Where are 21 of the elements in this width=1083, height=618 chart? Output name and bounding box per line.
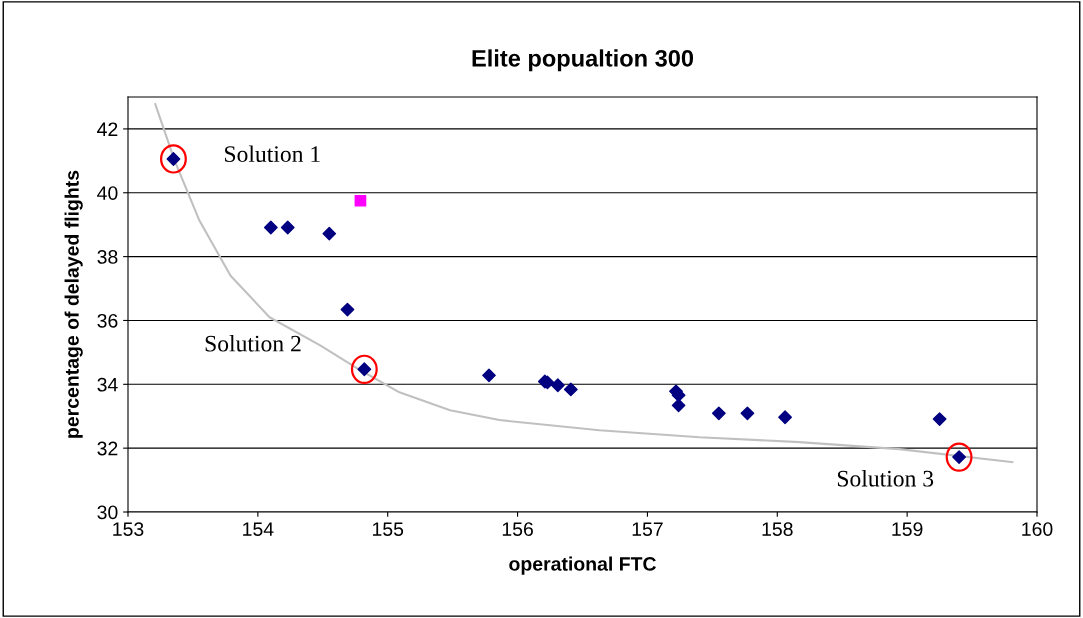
x-tick-label: 157	[632, 522, 663, 536]
y-tick-label: 38	[97, 250, 118, 264]
x-tick-label: 153	[113, 522, 144, 536]
annotation: Solution 1	[225, 145, 320, 163]
y-tick-label: 32	[97, 441, 118, 456]
chart-title: Elite popualtion 300	[472, 49, 694, 72]
y-tick-label: 36	[97, 313, 118, 328]
y-axis-title: percentage of delayed flights	[64, 170, 83, 438]
x-axis-title: operational FTC	[509, 556, 656, 575]
x-tick-label: 159	[892, 522, 923, 536]
x-tick-label: 154	[243, 522, 274, 536]
y-tick-label: 40	[97, 186, 118, 201]
annotation: Solution 3	[837, 470, 934, 487]
x-tick-label: 156	[502, 522, 533, 536]
y-tick-label: 30	[97, 505, 118, 520]
x-tick-label: 160	[1022, 522, 1053, 536]
x-tick-label: 158	[762, 522, 793, 536]
y-tick-label: 42	[97, 122, 118, 136]
y-tick-label: 34	[97, 377, 118, 392]
annotation: Solution 2	[205, 334, 301, 352]
x-tick-label: 155	[372, 522, 404, 536]
